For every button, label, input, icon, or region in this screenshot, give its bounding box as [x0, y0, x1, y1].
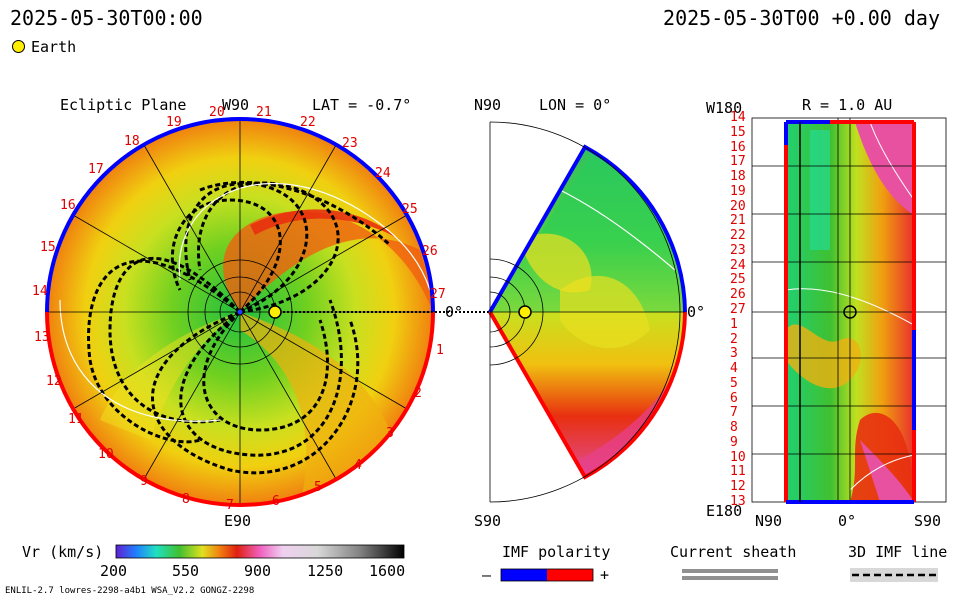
synoptic-y-label: 27 — [730, 302, 746, 317]
synoptic-y-label: 25 — [730, 272, 746, 288]
synoptic-y-label: 8 — [730, 420, 738, 436]
rotation-number: 9 — [140, 474, 148, 489]
synoptic-x-label-s90: S90 — [914, 512, 942, 530]
synoptic-y-label: 17 — [730, 154, 746, 170]
rotation-number: 24 — [375, 166, 391, 181]
synoptic-y-label: 19 — [730, 183, 746, 199]
imf-polarity-title: IMF polarity — [502, 543, 611, 561]
synoptic-polarity-border — [784, 120, 916, 504]
colorbar-title: Vr (km/s) — [22, 543, 104, 561]
imf-plus-label: + — [600, 566, 610, 584]
imf3d-title: 3D IMF line — [848, 543, 948, 561]
ecliptic-lat-label: LAT = -0.7° — [312, 96, 412, 114]
synoptic-y-label: 15 — [730, 124, 746, 140]
synoptic-y-label: 9 — [730, 434, 738, 450]
rotation-number: 20 — [209, 105, 225, 120]
time-right: 2025-05-30T00 +0.00 day — [663, 6, 940, 30]
rotation-number: 16 — [60, 198, 76, 213]
colorbar-tick: 200 — [100, 562, 128, 580]
rotation-number: 10 — [98, 447, 114, 462]
colorbar-tick: 900 — [244, 562, 272, 580]
colorbar-tick: 1250 — [307, 562, 344, 580]
ecliptic-bottom-label: E90 — [224, 512, 252, 530]
current-sheath-title: Current sheath — [670, 543, 797, 561]
synoptic-y-label: 1 — [730, 316, 738, 332]
rotation-number: 7 — [226, 498, 234, 513]
synoptic-y-label: 18 — [730, 169, 746, 185]
rotation-number: 12 — [46, 374, 62, 389]
synoptic-y-label: 16 — [730, 139, 746, 155]
synoptic-y-label: 3 — [730, 346, 738, 362]
synoptic-y-label: 5 — [730, 375, 738, 391]
rotation-number: 27 — [430, 287, 446, 302]
rotation-number: 4 — [354, 458, 362, 473]
synoptic-radius-label: R = 1.0 AU — [802, 96, 893, 114]
synoptic-y-label: 11 — [730, 464, 746, 480]
ecliptic-polarity-ring-negative — [45, 117, 435, 313]
earth-legend-icon — [12, 40, 25, 53]
rotation-number: 18 — [124, 134, 140, 149]
synoptic-y-label: 20 — [730, 198, 746, 214]
synoptic-y-label: 12 — [730, 479, 746, 495]
rotation-number: 21 — [256, 105, 272, 120]
synoptic-y-label: 13 — [730, 494, 746, 509]
model-info: ENLIL-2.7 lowres-2298-a4b1 WSA_V2.2 GONG… — [5, 586, 255, 596]
imf-negative-swatch — [501, 569, 547, 581]
colorbar — [115, 544, 405, 559]
imf-minus-label: – — [482, 566, 492, 584]
rotation-number: 8 — [182, 492, 190, 507]
synoptic-y-label: 2 — [730, 331, 738, 347]
meridional-top-label: N90 — [474, 96, 502, 114]
rotation-number: 23 — [342, 136, 358, 151]
rotation-number: 1 — [436, 343, 444, 358]
time-left: 2025-05-30T00:00 — [10, 6, 203, 30]
synoptic-y-label: 10 — [730, 449, 746, 465]
synoptic-y-label: 14 — [730, 110, 746, 125]
imf3d-swatch — [850, 568, 938, 582]
meridional-lon-label: LON = 0° — [539, 96, 612, 114]
earth-legend-label: Earth — [31, 38, 77, 56]
ecliptic-top-label: W90 — [222, 96, 250, 114]
rotation-number: 25 — [402, 202, 418, 217]
rotation-number: 17 — [88, 162, 104, 177]
ecliptic-right-angle: 0° — [445, 303, 464, 321]
rotation-number: 13 — [34, 330, 50, 345]
rotation-number: 6 — [272, 494, 280, 509]
sun-icon — [236, 308, 244, 316]
synoptic-x-label-0: 0° — [838, 512, 857, 530]
rotation-number: 26 — [422, 244, 438, 259]
meridional-polarity-ring-positive — [488, 311, 687, 480]
synoptic-x-label-n90: N90 — [755, 512, 783, 530]
colorbar-tick: 1600 — [369, 562, 406, 580]
ecliptic-title: Ecliptic Plane — [60, 96, 187, 114]
synoptic-y-label: 6 — [730, 390, 738, 406]
imf-positive-swatch — [547, 569, 593, 581]
rotation-number: 14 — [32, 284, 48, 299]
earth-icon-meridional — [518, 305, 532, 319]
synoptic-y-label: 24 — [730, 257, 746, 273]
colorbar-tick: 550 — [172, 562, 200, 580]
synoptic-y-label: 21 — [730, 213, 746, 229]
meridional-polarity-ring-negative — [488, 144, 687, 313]
meridional-right-angle: 0° — [687, 303, 706, 321]
rotation-number: 19 — [166, 115, 182, 130]
synoptic-top-left: W180 — [706, 99, 743, 117]
rotation-number: 2 — [414, 386, 422, 401]
synoptic-bottom-left: E180 — [706, 502, 743, 520]
synoptic-y-label: 26 — [730, 287, 746, 303]
synoptic-y-label: 7 — [730, 405, 738, 421]
rotation-number: 3 — [386, 426, 394, 441]
rotation-number: 22 — [300, 115, 316, 130]
rotation-number: 5 — [314, 480, 322, 495]
meridional-bottom-label: S90 — [474, 512, 502, 530]
rotation-number: 11 — [68, 412, 84, 427]
ecliptic-polarity-ring-positive — [45, 311, 435, 507]
rotation-number: 15 — [40, 240, 56, 255]
synoptic-y-label: 4 — [730, 361, 738, 377]
synoptic-y-label: 22 — [730, 228, 746, 244]
earth-icon — [268, 305, 282, 319]
synoptic-y-label: 23 — [730, 242, 746, 258]
